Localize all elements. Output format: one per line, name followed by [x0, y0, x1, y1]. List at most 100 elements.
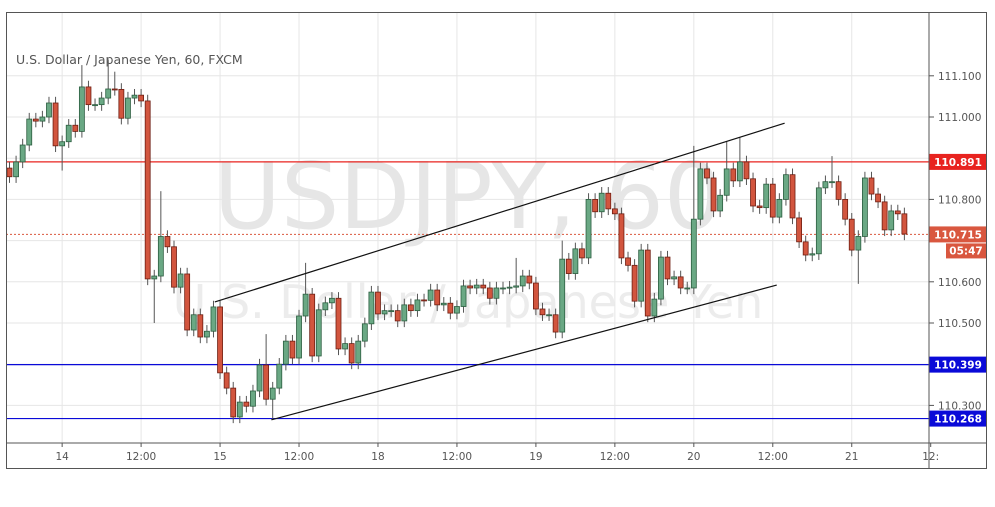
candle-down [539, 308, 546, 316]
price-tick-label: 110.500 [938, 318, 981, 330]
time-tick-label: 12:00 [758, 451, 788, 463]
time-tick-label: 12:00 [600, 451, 630, 463]
time-axis-ticks: 14 12:00 15 12:00 18 12:00 19 12:00 20 12:00 21 12: [55, 443, 939, 463]
candle-down [750, 178, 756, 207]
candle-down [875, 193, 881, 203]
candle-down [421, 299, 427, 302]
candle-up [236, 401, 243, 418]
candle-up [519, 275, 526, 287]
time-tick-label: 14 [55, 451, 69, 463]
candle-up [815, 187, 822, 255]
candle-up [440, 302, 447, 306]
candle-down [243, 401, 250, 407]
candle-up [302, 293, 309, 317]
candle-down [533, 282, 539, 310]
candle-up [822, 181, 829, 189]
candle-up [355, 340, 362, 364]
candle-up [460, 285, 467, 307]
candle-down [348, 343, 355, 364]
candle-down [111, 88, 118, 91]
time-tick-label: 20 [687, 451, 700, 463]
price-level-label: 110.399 [934, 360, 982, 372]
time-tick-label: 18 [371, 451, 384, 463]
price-axis-ticks: 111.100 111.000 110.800 110.600 110.500 110.3… [929, 71, 981, 412]
candle-up [401, 304, 408, 322]
candle-down [743, 161, 750, 180]
candle-down [644, 249, 651, 317]
candle-up [46, 102, 52, 118]
trend-line [214, 122, 785, 303]
candle-down [184, 273, 191, 331]
candle-down [730, 168, 737, 182]
candle-down [881, 201, 888, 231]
candle-up [414, 299, 421, 312]
candle-up [256, 364, 263, 392]
candle-down [631, 264, 638, 302]
candle-up [190, 314, 197, 331]
candle-down [677, 276, 684, 289]
time-tick-label: 21 [845, 451, 858, 463]
candle-up [65, 124, 72, 143]
candle-up [723, 168, 730, 196]
candle-down [704, 168, 710, 179]
trend-lines[interactable] [214, 122, 785, 421]
candle-up [250, 390, 256, 407]
candle-up [546, 314, 552, 317]
candle-up [697, 168, 704, 220]
candle-up [473, 284, 480, 289]
candle-down [6, 167, 13, 178]
candle-down [263, 364, 270, 400]
candle-down [802, 241, 809, 256]
candle-up [783, 174, 789, 200]
candle-down [710, 177, 717, 212]
price-tick-label: 110.300 [938, 400, 981, 412]
watermark-symbol: USDJPY, 60 [214, 143, 723, 250]
horizontal-lines[interactable] [6, 161, 929, 420]
candle-up [177, 273, 184, 288]
candle-down [309, 293, 316, 357]
candle-down [223, 372, 230, 389]
candle-up [13, 161, 19, 178]
candle-down [52, 102, 59, 147]
candle-up [513, 285, 520, 288]
candle-up [454, 306, 460, 314]
candle-down [217, 306, 223, 374]
candle-down [769, 183, 776, 218]
price-level-badge [929, 356, 987, 373]
price-tick-label: 111.100 [938, 71, 981, 83]
time-axis[interactable] [6, 443, 929, 469]
candle-up [855, 236, 862, 251]
candle-down [467, 285, 474, 289]
candle-down [605, 192, 612, 210]
candle-down [789, 174, 796, 219]
candle-up [105, 88, 112, 99]
candle-up [59, 141, 66, 147]
time-tick-label: 12:00 [284, 451, 314, 463]
candle-up [717, 194, 724, 212]
candle-down [335, 297, 342, 350]
candle-down [407, 304, 414, 312]
candle-down [611, 208, 618, 215]
candle-down [835, 181, 842, 200]
candle-down [579, 248, 585, 259]
candle-down [894, 210, 901, 215]
candle-down [375, 291, 381, 315]
candle-up [361, 323, 368, 342]
chart-title: U.S. Dollar / Japanese Yen, 60, FXCM [16, 52, 243, 67]
price-level-badge [929, 153, 987, 170]
candle-up [862, 177, 868, 237]
candle-up [776, 198, 783, 218]
watermark-name: U.S. Dollar / Japanese Yen [173, 275, 764, 329]
candle-up [329, 297, 335, 304]
time-tick-label: 12: [922, 451, 939, 463]
candle-up [98, 97, 105, 106]
candle-up [157, 236, 164, 277]
candle-up [572, 248, 579, 274]
candle-up [282, 340, 289, 365]
time-tick-label: 12:00 [126, 451, 156, 463]
candle-down [480, 284, 487, 289]
candle-up [500, 287, 506, 290]
price-tick-label: 110.800 [938, 194, 981, 206]
candle-up [690, 218, 697, 289]
